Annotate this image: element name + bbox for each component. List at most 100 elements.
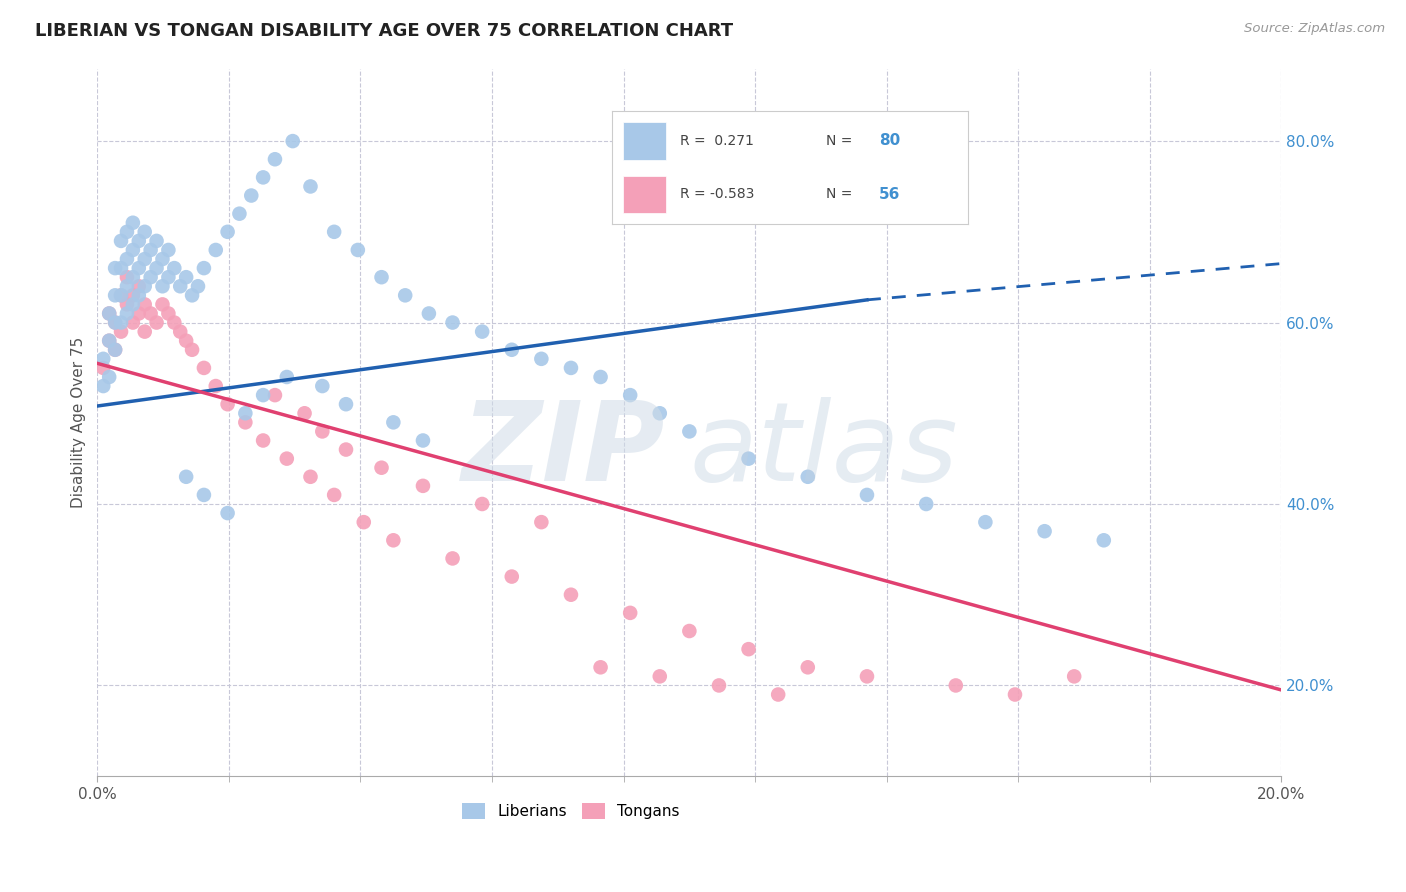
Point xyxy=(104,316,127,330)
Point xyxy=(281,134,304,148)
Point xyxy=(347,243,370,257)
Point xyxy=(252,170,274,185)
Point xyxy=(311,379,333,393)
Point xyxy=(104,288,127,302)
Point xyxy=(412,479,434,493)
Point xyxy=(1033,524,1056,539)
Point xyxy=(974,515,997,529)
Legend: Liberians, Tongans: Liberians, Tongans xyxy=(456,797,686,825)
Point xyxy=(323,225,346,239)
Point xyxy=(152,297,174,311)
Point xyxy=(394,288,416,302)
Point xyxy=(1092,533,1115,548)
Point xyxy=(335,397,357,411)
Point xyxy=(152,252,174,266)
Point xyxy=(264,388,287,402)
Point xyxy=(115,279,138,293)
Point xyxy=(115,225,138,239)
Point xyxy=(235,406,257,420)
Point xyxy=(412,434,434,448)
Point xyxy=(128,279,150,293)
Point xyxy=(648,406,671,420)
Point xyxy=(122,270,145,285)
Point xyxy=(157,270,180,285)
Point xyxy=(441,316,464,330)
Point xyxy=(299,470,322,484)
Point xyxy=(139,270,162,285)
Point xyxy=(110,325,132,339)
Point xyxy=(382,533,405,548)
Point xyxy=(104,343,127,357)
Point xyxy=(104,343,127,357)
Point xyxy=(294,406,316,420)
Point xyxy=(110,288,132,302)
Point xyxy=(128,288,150,302)
Point xyxy=(98,370,121,384)
Point xyxy=(134,297,156,311)
Point xyxy=(174,334,197,348)
Point xyxy=(98,306,121,320)
Point xyxy=(163,261,186,276)
Point xyxy=(252,434,274,448)
Point xyxy=(128,261,150,276)
Point xyxy=(204,243,226,257)
Point xyxy=(110,288,132,302)
Point xyxy=(276,370,298,384)
Point xyxy=(122,216,145,230)
Point xyxy=(115,270,138,285)
Point xyxy=(737,642,759,657)
Point xyxy=(163,316,186,330)
Point xyxy=(98,334,121,348)
Point xyxy=(169,279,191,293)
Point xyxy=(128,234,150,248)
Point xyxy=(115,297,138,311)
Point xyxy=(471,325,494,339)
Point xyxy=(856,669,879,683)
Point xyxy=(98,306,121,320)
Point xyxy=(501,569,523,583)
Point xyxy=(145,234,167,248)
Point xyxy=(122,297,145,311)
Point xyxy=(441,551,464,566)
Point xyxy=(134,225,156,239)
Point xyxy=(766,688,789,702)
Point xyxy=(370,270,392,285)
Point xyxy=(323,488,346,502)
Point xyxy=(110,234,132,248)
Point xyxy=(152,279,174,293)
Point xyxy=(228,207,250,221)
Point xyxy=(217,397,239,411)
Point xyxy=(98,334,121,348)
Point xyxy=(471,497,494,511)
Point xyxy=(139,243,162,257)
Point xyxy=(169,325,191,339)
Point xyxy=(91,379,114,393)
Point xyxy=(181,288,204,302)
Point xyxy=(134,279,156,293)
Point xyxy=(335,442,357,457)
Point xyxy=(707,678,730,692)
Point xyxy=(501,343,523,357)
Point xyxy=(418,306,440,320)
Point xyxy=(235,415,257,429)
Text: atlas: atlas xyxy=(689,397,957,504)
Point xyxy=(217,506,239,520)
Point xyxy=(530,515,553,529)
Point xyxy=(560,360,582,375)
Point xyxy=(157,306,180,320)
Point xyxy=(648,669,671,683)
Point xyxy=(91,351,114,366)
Point xyxy=(145,261,167,276)
Point xyxy=(174,470,197,484)
Point xyxy=(193,488,215,502)
Point xyxy=(104,261,127,276)
Point xyxy=(678,624,700,638)
Point xyxy=(530,351,553,366)
Point xyxy=(193,261,215,276)
Point xyxy=(589,370,612,384)
Point xyxy=(115,306,138,320)
Y-axis label: Disability Age Over 75: Disability Age Over 75 xyxy=(72,336,86,508)
Point xyxy=(122,316,145,330)
Point xyxy=(187,279,209,293)
Text: ZIP: ZIP xyxy=(463,397,665,504)
